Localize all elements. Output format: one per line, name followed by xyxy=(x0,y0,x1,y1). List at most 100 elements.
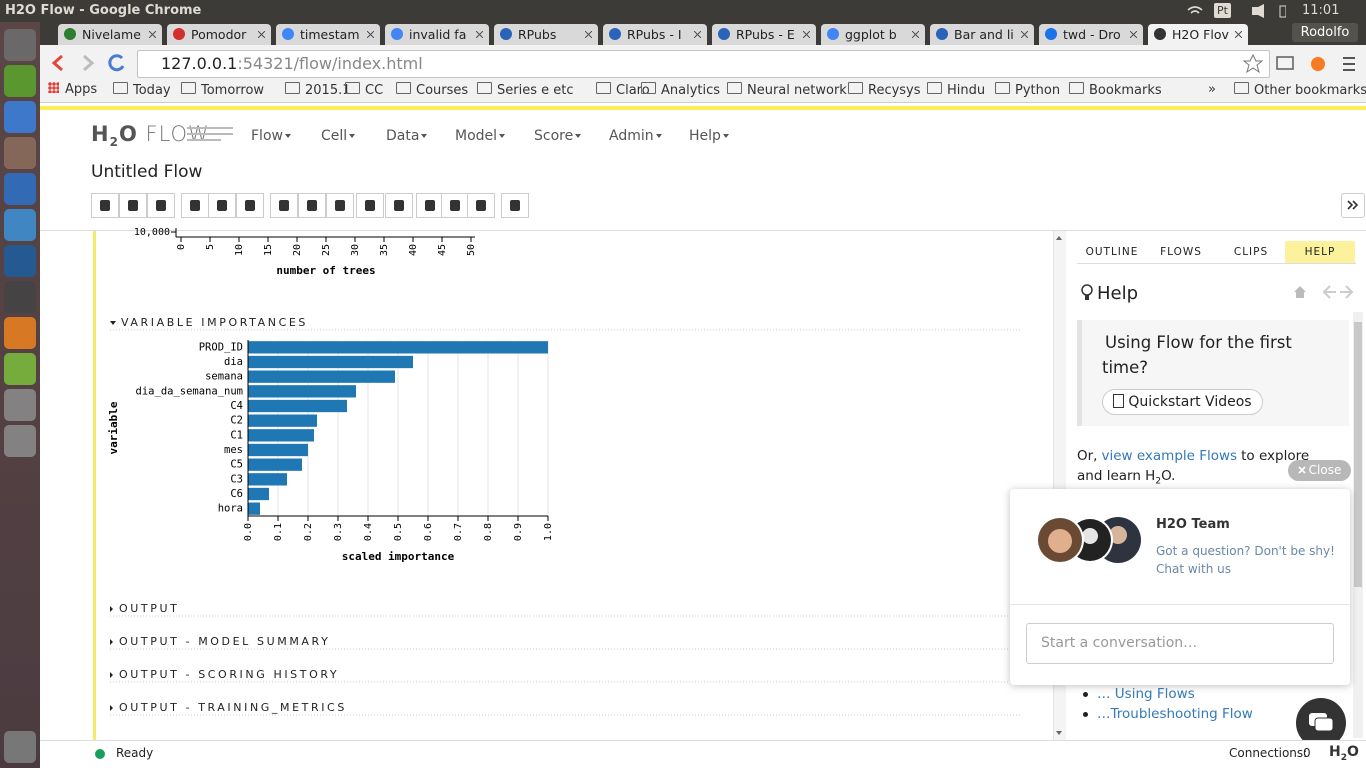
bookmark[interactable]: Today xyxy=(113,82,171,98)
browser-tab[interactable]: Bar and li xyxy=(930,24,1034,45)
chat-input[interactable]: Start a conversation… xyxy=(1026,623,1334,664)
bookmarks-more[interactable]: » xyxy=(1208,82,1216,97)
toolbar-button[interactable] xyxy=(270,193,298,218)
bookmark-label: Hindu xyxy=(947,83,986,98)
x-tick-label: 30 xyxy=(350,244,361,256)
tab-icon xyxy=(1154,28,1166,40)
toolbar-button[interactable] xyxy=(91,193,119,218)
launcher-icon[interactable] xyxy=(4,245,36,277)
panel-tab[interactable]: FLOWS xyxy=(1160,246,1202,258)
bookmark[interactable]: Recysys xyxy=(848,82,921,98)
toolbar-icon xyxy=(279,200,289,211)
url[interactable]: 127.0.0.1:54321/flow/index.html xyxy=(161,54,423,73)
launcher-icon[interactable] xyxy=(4,317,36,349)
browser-tab[interactable]: ggplot b xyxy=(821,24,925,45)
browser-tab[interactable]: H2O Flov xyxy=(1148,24,1248,45)
launcher-icon[interactable] xyxy=(4,353,36,385)
bookmark[interactable]: CC xyxy=(345,82,383,98)
other-bookmarks[interactable]: Other bookmarks xyxy=(1234,82,1366,98)
toolbar-button[interactable] xyxy=(416,193,444,218)
profile-button[interactable]: Rodolfo xyxy=(1292,23,1358,42)
toolbar-button[interactable] xyxy=(467,193,495,218)
panel-scrollbar[interactable] xyxy=(1353,312,1363,738)
bookmark[interactable]: Python xyxy=(995,82,1060,98)
clock[interactable]: 11:01 xyxy=(1302,3,1340,18)
bookmark[interactable]: 2015.1 xyxy=(285,82,351,98)
browser-tab[interactable]: Pomodor xyxy=(167,24,271,45)
x-axis-label: scaled importance xyxy=(342,550,455,563)
toolbar-button[interactable] xyxy=(441,193,469,218)
x-tick-label: 0.2 xyxy=(303,523,314,541)
menu-item[interactable]: Score xyxy=(534,128,582,144)
toolbar-button[interactable] xyxy=(236,193,264,218)
launcher-icon[interactable] xyxy=(4,101,36,133)
section-caret xyxy=(110,672,113,678)
toolbar-button[interactable] xyxy=(326,193,354,218)
chat-launcher[interactable] xyxy=(1295,697,1347,749)
toolbar-button[interactable] xyxy=(356,193,384,218)
menu-item[interactable]: Help xyxy=(689,128,729,144)
toolbar-icon xyxy=(510,200,520,211)
browser-tab[interactable]: Nivelame xyxy=(58,24,162,45)
menu-item[interactable]: Cell xyxy=(321,128,356,144)
help-link-item[interactable]: … Using Flows xyxy=(1083,686,1195,702)
toolbar-button[interactable] xyxy=(147,193,175,218)
bookmark[interactable]: Neural network xyxy=(727,82,847,98)
chat-close[interactable]: Close xyxy=(1288,460,1351,481)
toolbar-button[interactable] xyxy=(181,193,209,218)
menu-item[interactable]: Flow xyxy=(251,128,291,144)
menu-item[interactable]: Admin xyxy=(609,128,662,144)
bar xyxy=(248,458,302,471)
trash-icon[interactable] xyxy=(4,731,36,763)
menu-item[interactable]: Data xyxy=(386,128,428,144)
browser-tab[interactable]: invalid fa xyxy=(385,24,489,45)
launcher-icon[interactable] xyxy=(4,209,36,241)
launcher-icon[interactable] xyxy=(4,173,36,205)
browser-tab[interactable]: timestam xyxy=(276,24,380,45)
bookmark[interactable]: Bookmarks xyxy=(1069,82,1162,98)
browser-tab[interactable]: RPubs - I xyxy=(603,24,707,45)
bookmark[interactable]: Analytics xyxy=(641,82,720,98)
panel-tab[interactable]: OUTLINE xyxy=(1085,246,1139,258)
tab-title: RPubs - E xyxy=(736,27,795,42)
bookmark[interactable]: Series e etc xyxy=(477,82,573,98)
launcher-icon[interactable] xyxy=(4,281,36,313)
toolbar-button[interactable] xyxy=(298,193,326,218)
bookmark-label: Courses xyxy=(416,83,469,98)
launcher-icon[interactable] xyxy=(4,65,36,97)
help-rest: to explore and learn H xyxy=(1077,448,1310,484)
keyboard-indicator[interactable]: Pt xyxy=(1214,3,1231,18)
toolbar-button[interactable] xyxy=(119,193,147,218)
bookmark[interactable]: Courses xyxy=(396,82,468,98)
launcher-icon[interactable] xyxy=(4,137,36,169)
browser-tab[interactable]: RPubs xyxy=(494,24,598,45)
bookmark[interactable]: Hindu xyxy=(927,82,985,98)
toolbar-button[interactable] xyxy=(385,193,413,218)
y-tick-label: C3 xyxy=(230,473,243,485)
launcher-icon[interactable] xyxy=(4,425,36,457)
nav-buttons[interactable] xyxy=(48,52,128,74)
y-tick-label: PROD_ID xyxy=(199,341,243,353)
help-nav[interactable] xyxy=(1292,284,1358,300)
sidebar-toggle[interactable] xyxy=(1341,193,1365,218)
browser-actions[interactable] xyxy=(1243,53,1363,75)
toolbar-button[interactable] xyxy=(208,193,236,218)
x-tick-label: 10 xyxy=(234,244,245,256)
omnibox[interactable] xyxy=(137,50,1270,78)
toolbar-button[interactable] xyxy=(501,193,529,218)
menu-item[interactable]: Model xyxy=(455,128,506,144)
bookmark[interactable]: Tomorrow xyxy=(181,82,264,98)
flow-title[interactable]: Untitled Flow xyxy=(91,162,203,182)
launcher-icon[interactable] xyxy=(4,389,36,421)
quickstart-button[interactable]: Quickstart Videos xyxy=(1102,389,1263,415)
help-link[interactable]: view example Flows xyxy=(1101,448,1238,464)
logo-o: O xyxy=(118,122,138,146)
panel-tab[interactable]: HELP xyxy=(1285,241,1355,263)
browser-tab[interactable]: twd - Dro xyxy=(1039,24,1143,45)
launcher-icon[interactable] xyxy=(4,29,36,61)
panel-tab[interactable]: CLIPS xyxy=(1233,246,1269,258)
cell-border xyxy=(93,231,96,740)
browser-tab[interactable]: RPubs - E xyxy=(712,24,816,45)
bookmark[interactable]: Apps xyxy=(48,82,97,97)
help-link-item[interactable]: …Troubleshooting Flow xyxy=(1083,706,1253,722)
